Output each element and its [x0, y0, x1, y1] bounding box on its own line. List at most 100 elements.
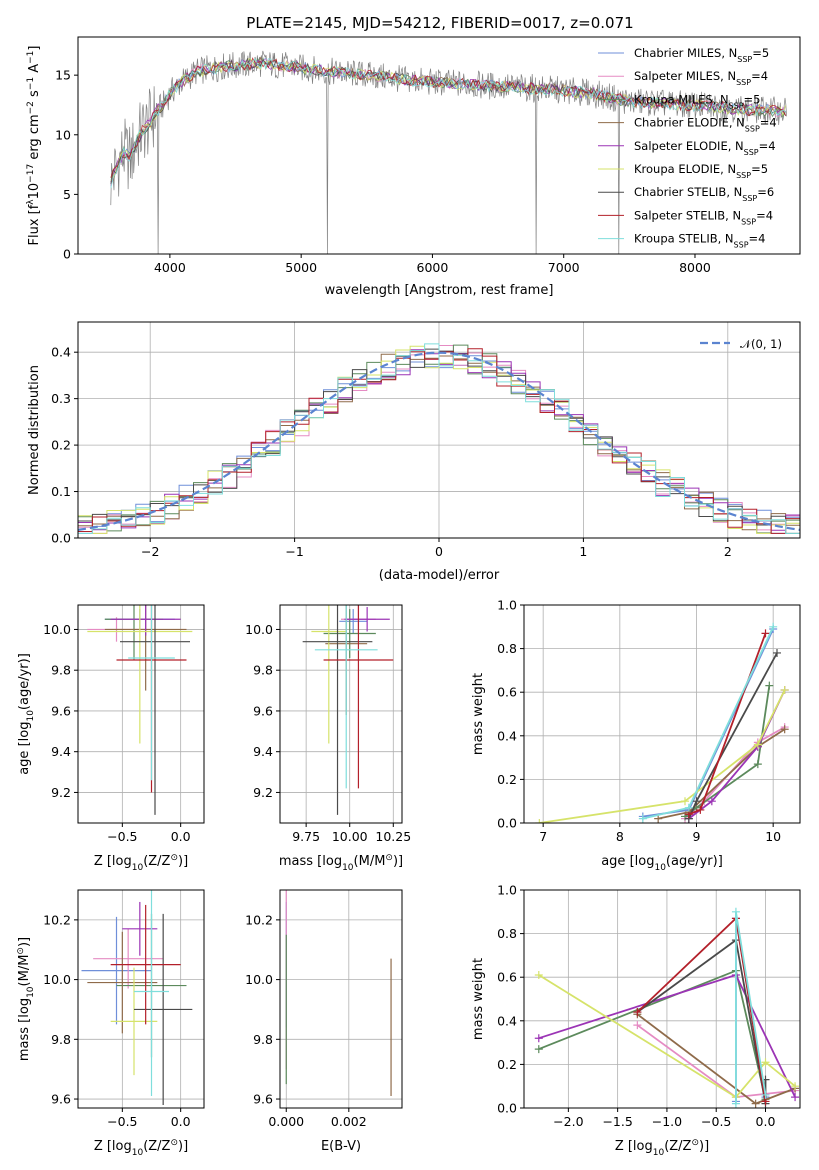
axes-frame [523, 889, 801, 1109]
x-tick-label: −2 [141, 544, 159, 559]
axes-frame [279, 889, 403, 1109]
y-tick-label: 0.0 [51, 531, 71, 546]
y-tick-label: 9.4 [253, 744, 273, 759]
x-tick-label: 0.002 [331, 1114, 367, 1129]
plot-area [285, 890, 392, 1097]
label-part: ⊙ [170, 1138, 178, 1148]
x-axis-label: wavelength [Angstrom, rest frame] [325, 283, 554, 298]
label-part: −1 [26, 51, 36, 64]
plot-area [87, 605, 193, 815]
y-tick-label: 9.4 [51, 744, 71, 759]
y-tick-label: 9.8 [51, 1032, 71, 1047]
label-part: )] [393, 854, 403, 869]
weight-series-line [636, 916, 767, 1102]
y-axis-label: mass weight [471, 958, 486, 1040]
weight-point-marker [769, 622, 778, 631]
data-spectrum-line [110, 50, 787, 254]
legend-label: 𝒩(0, 1) [740, 337, 782, 351]
y-tick-label: 9.6 [253, 1092, 273, 1107]
plot-area [81, 890, 193, 1106]
x-tick-label: 0.0 [756, 1114, 776, 1129]
legend-entry: Chabrier ELODIE, NSSP=4 [634, 116, 777, 134]
x-tick-label: −0.5 [107, 1114, 137, 1129]
label-part: 10 [132, 863, 144, 873]
x-tick-label: 2 [724, 544, 732, 559]
legend-value: =4 [751, 69, 768, 83]
legend-label: Chabrier MILES, N [634, 46, 737, 60]
label-part: (Z/Z [143, 1139, 170, 1154]
legend-sub: SSP [745, 124, 760, 133]
label-part: Z [log [615, 1139, 653, 1154]
label-part: 10 [653, 1148, 665, 1158]
x-tick-label: 7000 [548, 260, 580, 275]
legend-value: =5 [751, 162, 768, 176]
y-tick-label: 1.0 [497, 598, 517, 613]
y-tick-label: 9.6 [253, 703, 273, 718]
weight-point-marker [707, 797, 716, 806]
axes-frame [279, 604, 403, 824]
x-tick-label: 5000 [285, 260, 317, 275]
plot-area [110, 50, 787, 254]
axes-frame [77, 604, 205, 824]
age-metallicity-panel: −0.5 0.09.29.49.69.810.0Z [log10(Z/Z⊙)]ag… [17, 604, 205, 873]
label-part: Z [log [94, 854, 132, 869]
label-part: (age/yr)] [17, 653, 32, 710]
y-axis-label: Normed distribution [27, 365, 42, 495]
weight-point-marker [681, 797, 689, 806]
y-tick-label: 10 [55, 127, 71, 142]
legend-value: =4 [759, 139, 776, 153]
weight-point-marker [731, 907, 740, 916]
weight-point-marker [535, 819, 544, 823]
legend-entry: Chabrier STELIB, NSSP=6 [634, 185, 774, 203]
x-tick-label: 8000 [679, 260, 711, 275]
y-tick-label: 0.4 [51, 345, 71, 360]
x-tick-label: 10.25 [375, 829, 411, 844]
label-part: age [log [17, 722, 32, 775]
label-part: ⊙ [170, 853, 178, 863]
label-part: −1 [26, 77, 36, 90]
y-tick-label: 9.2 [51, 785, 71, 800]
label-part: −17 [26, 164, 36, 183]
y-tick-label: 9.8 [253, 663, 273, 678]
weight-point-marker [753, 760, 762, 769]
label-part: ] [27, 46, 42, 51]
weight-point-marker [773, 648, 781, 657]
x-tick-label: 9 [693, 829, 701, 844]
label-part: )] [17, 937, 32, 947]
y-tick-label: 0.0 [497, 816, 517, 831]
y-tick-label: 10.0 [43, 622, 71, 637]
label-part: A [27, 64, 42, 77]
weight-point-marker [761, 1090, 770, 1099]
label-part: (M/M [354, 854, 386, 869]
weight-point-marker [780, 686, 789, 695]
normal-curve [78, 351, 800, 531]
y-tick-label: 10.0 [245, 622, 273, 637]
weight-point-marker [761, 1058, 770, 1067]
legend-entry: Kroupa ELODIE, NSSP=5 [634, 162, 768, 180]
plot-area [78, 343, 800, 534]
x-tick-label: 0.000 [268, 1114, 304, 1129]
model-spectrum-line [110, 57, 786, 189]
label-part: Flux [f [27, 204, 42, 245]
y-tick-label: 1.0 [497, 883, 517, 898]
y-tick-label: 9.6 [51, 1092, 71, 1107]
axes-frame [77, 889, 205, 1109]
label-part: −2 [26, 101, 36, 114]
label-part: )] [699, 1139, 709, 1154]
weight-series-line [658, 728, 786, 820]
legend-sub: SSP [744, 147, 759, 156]
x-tick-label: 8 [616, 829, 624, 844]
plot-area [302, 605, 394, 815]
model-spectrum-line [110, 57, 786, 178]
label-part: 10 [132, 1148, 144, 1158]
weight-point-marker [696, 805, 705, 814]
x-tick-label: 0.0 [171, 1114, 191, 1129]
x-axis-label: Z [log10(Z/Z⊙)] [94, 853, 188, 873]
label-part: 10 [26, 710, 36, 722]
legend-value: =6 [757, 185, 774, 199]
x-tick-label: 0.0 [171, 829, 191, 844]
plot-area [534, 907, 800, 1108]
legend-sub: SSP [742, 194, 757, 203]
legend-sub: SSP [741, 217, 756, 226]
